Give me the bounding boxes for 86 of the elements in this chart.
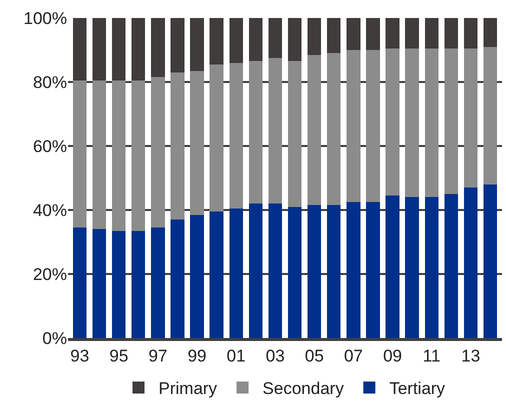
bar [132, 18, 146, 80]
bar [190, 18, 204, 71]
y-tick-label: 20% [32, 264, 67, 284]
bar [444, 48, 458, 194]
bar [151, 18, 165, 78]
y-tick-label: 80% [32, 72, 67, 92]
y-tick-label: 100% [24, 8, 67, 28]
legend-label: Primary [158, 379, 218, 398]
bar [112, 18, 126, 80]
bar [464, 188, 478, 338]
x-tick-label: 99 [188, 346, 206, 366]
legend-label: Tertiary [389, 379, 446, 398]
bar [288, 18, 302, 62]
bar [366, 50, 380, 202]
bar [229, 18, 243, 63]
bar [210, 64, 224, 212]
bar [268, 58, 282, 204]
bar [405, 48, 419, 198]
bar [72, 228, 87, 338]
bar [112, 230, 126, 338]
bar [483, 46, 498, 184]
x-tick-label: 03 [266, 346, 285, 366]
y-tick-label: 0% [42, 328, 67, 348]
x-tick-label: 07 [344, 346, 363, 366]
bar [424, 48, 438, 198]
bar [327, 205, 341, 338]
bar [190, 214, 204, 338]
x-tick-label: 97 [148, 346, 168, 366]
bar [151, 77, 165, 228]
x-tick-label: 13 [461, 346, 480, 366]
bar [92, 229, 106, 338]
bar [170, 18, 184, 72]
bar [210, 18, 224, 64]
bar [268, 204, 282, 338]
bar [112, 80, 126, 231]
bar [132, 80, 146, 231]
bar [424, 18, 438, 48]
bar [268, 18, 282, 58]
bar [483, 184, 498, 338]
bar [190, 70, 204, 215]
bar [346, 18, 360, 50]
legend-label: Secondary [262, 379, 344, 398]
y-tick-label: 60% [32, 136, 67, 156]
x-tick-label: 05 [304, 346, 324, 366]
bar [248, 18, 263, 62]
bar [366, 202, 380, 338]
bar [386, 18, 400, 48]
bar [366, 18, 380, 50]
bar [386, 196, 400, 338]
bar [92, 80, 106, 230]
x-tick-label: 95 [109, 346, 128, 366]
bar [386, 48, 400, 196]
x-tick-label: 11 [422, 346, 440, 366]
bar [288, 61, 302, 207]
bar [405, 197, 419, 338]
bar [307, 18, 322, 55]
bar [464, 48, 478, 188]
bar [132, 230, 146, 338]
bar [248, 204, 263, 338]
bar [210, 212, 224, 338]
x-tick-label: 09 [383, 346, 402, 366]
bar [72, 18, 87, 80]
bar [444, 194, 458, 338]
y-tick-label: 40% [32, 200, 67, 220]
bar [327, 18, 341, 54]
bar [229, 62, 243, 208]
bar [307, 54, 322, 206]
bar [229, 208, 243, 338]
bar [346, 50, 360, 202]
bar [444, 18, 458, 48]
bar [170, 220, 184, 338]
bar [424, 197, 438, 338]
bar [405, 18, 419, 48]
bar [170, 72, 184, 220]
bar [483, 18, 498, 47]
bar [248, 61, 263, 204]
x-tick-label: 01 [226, 346, 246, 366]
bar [464, 18, 478, 48]
bar [327, 53, 341, 206]
bar [151, 228, 165, 338]
bar [307, 205, 322, 338]
x-tick-label: 93 [70, 346, 90, 366]
bar [346, 202, 360, 338]
bar [72, 80, 87, 228]
bar [92, 18, 106, 80]
bar [288, 206, 302, 338]
